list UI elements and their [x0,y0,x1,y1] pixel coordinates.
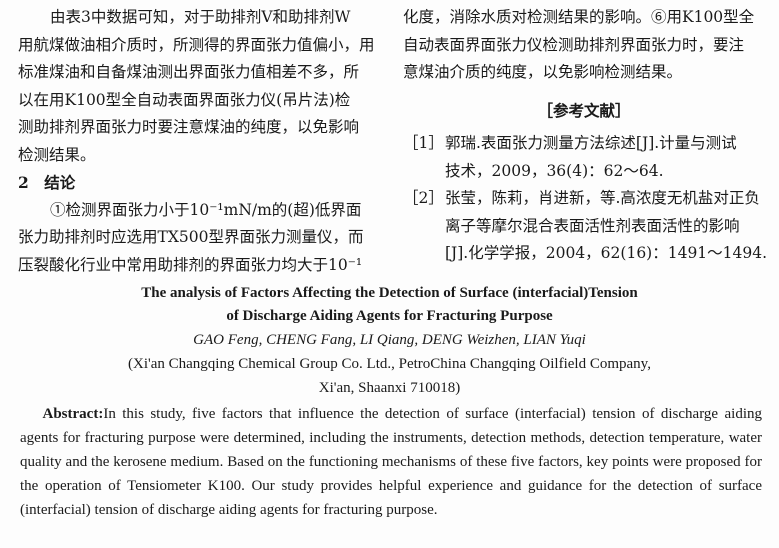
affiliation-line: Xi'an, Shaanxi 710018) [318,380,461,396]
reference-item: ［2］ 张莹，陈莉，肖进新，等.高浓度无机盐对正负 离子等摩尔混合表面活性剂表面… [403,185,768,268]
reference-number: ［1］ [403,134,444,152]
left-column: 由表3中数据可知，对于助排剂V和助排剂W 用航煤做油相介质时，所测得的界面张力值… [18,4,373,279]
text-line: 张力助排剂时应选用TX500型界面张力测量仪，而 [18,228,364,246]
english-header: The analysis of Factors Affecting the De… [0,282,779,400]
text-line: 由表3中数据可知，对于助排剂V和助排剂W [50,8,351,26]
english-title-line: The analysis of Factors Affecting the De… [141,285,638,301]
abstract: Abstract:In this study, five factors tha… [20,402,762,522]
text-line: 自动表面界面张力仪检测助排剂界面张力时，要注 [403,35,745,54]
reference-line: 技术，2009，36(4)：62～64. [445,161,664,180]
authors: GAO Feng, CHENG Fang, LI Qiang, DENG Wei… [193,332,586,348]
abstract-label: Abstract: [42,406,104,422]
text-line: 以在用K100型全自动表面界面张力仪(吊片法)检 [18,90,351,109]
english-title-line: of Discharge Aiding Agents for Fracturin… [226,308,553,324]
text-line: 意煤油介质的纯度，以免影响检测结果。 [403,63,683,81]
abstract-text: In this study, five factors that influen… [20,406,762,518]
references-heading: ［参考文献］ [537,100,631,120]
reference-line: [J].化学学报，2004，62(16)：1491～1494. [445,244,768,262]
text-line: 标准煤油和自备煤油测出界面张力值相差不多，所 [18,63,360,81]
reference-line: 离子等摩尔混合表面活性剂表面活性的影响 [445,216,740,235]
right-column: 化度，消除水质对检测结果的影响。⑥用K100型全 自动表面界面张力仪检测助排剂界… [403,4,768,268]
text-line: 测助排剂界面张力时要注意煤油的纯度，以免影响 [18,118,360,136]
text-line: 检测结果。 [18,145,96,164]
reference-item: ［1］ 郭瑞.表面张力测量方法综述[J].计量与测试 技术，2009，36(4)… [403,130,765,185]
text-line: ①检测界面张力小于10⁻¹mN/m的(超)低界面 [50,200,362,219]
affiliation-line: (Xi'an Changqing Chemical Group Co. Ltd.… [128,356,651,372]
text-line: 压裂酸化行业中常用助排剂的界面张力均大于10⁻¹ [18,255,363,274]
reference-line: 郭瑞.表面张力测量方法综述[J].计量与测试 [445,134,737,152]
reference-number: ［2］ [403,189,444,207]
text-line: 用航煤做油相介质时，所测得的界面张力值偏小，用 [18,35,373,54]
section-heading: 2 结论 [18,173,76,192]
reference-line: 张莹，陈莉，肖进新，等.高浓度无机盐对正负 [445,189,760,207]
text-line: 化度，消除水质对检测结果的影响。⑥用K100型全 [403,8,755,26]
